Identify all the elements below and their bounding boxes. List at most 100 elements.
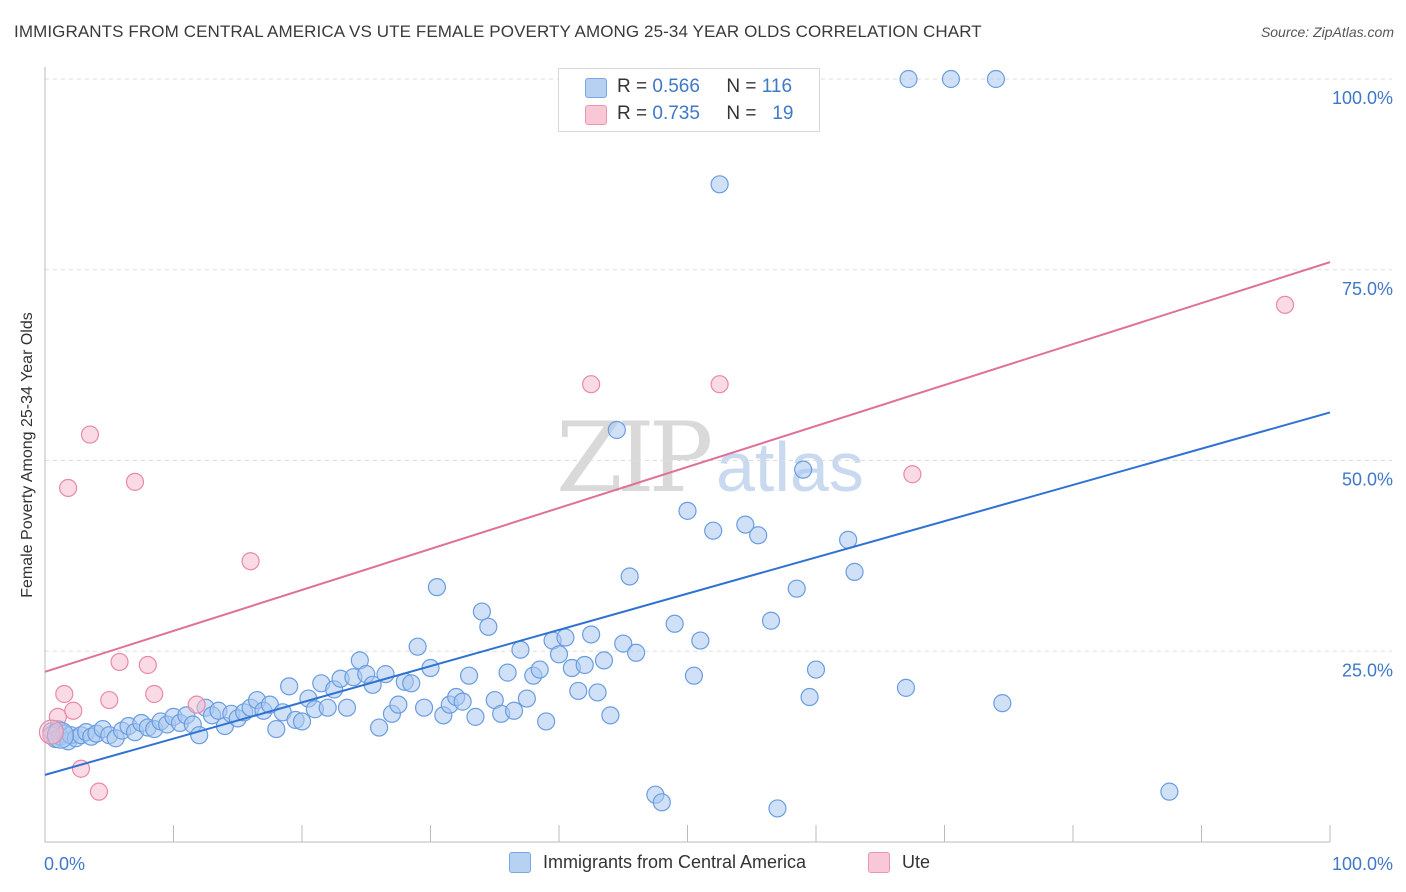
data-point-central-america (414, 698, 434, 717)
data-point-central-america (768, 799, 787, 818)
watermark-atlas: atlas (716, 428, 864, 506)
data-point-central-america (614, 634, 633, 653)
data-point-central-america (806, 660, 826, 679)
data-point-central-america (479, 617, 498, 636)
data-point-central-america (588, 683, 607, 702)
data-point-central-america (389, 695, 408, 714)
data-point-ute (145, 684, 164, 704)
data-point-central-america (594, 651, 614, 670)
data-point-central-america (896, 678, 916, 697)
legend-row-ute: R = 0.735 N = 19 (585, 102, 793, 126)
y-tick-label: 75.0% (1342, 279, 1393, 299)
data-point-central-america (993, 694, 1012, 713)
series-swatch-pink (868, 852, 890, 873)
data-point-central-america (678, 501, 697, 520)
data-point-central-america (736, 515, 755, 534)
data-point-central-america (665, 614, 684, 633)
data-point-central-america (986, 69, 1006, 89)
y-tick-label: 25.0% (1342, 660, 1393, 680)
legend-n-label: N = (726, 76, 757, 97)
data-point-central-america (652, 793, 671, 812)
data-point-central-america (280, 677, 299, 696)
legend-row-central-america: R = 0.566 N = 116 (585, 75, 792, 99)
series-legend-label: Immigrants from Central America (543, 852, 807, 872)
data-point-ute (55, 684, 74, 704)
data-point-central-america (318, 698, 337, 717)
data-point-central-america (337, 698, 357, 717)
series-legend-label: Ute (902, 852, 931, 872)
data-point-central-america (511, 640, 530, 659)
data-point-central-america (459, 666, 479, 685)
data-point-ute (80, 425, 100, 444)
data-point-central-america (292, 712, 312, 731)
data-point-ute (64, 701, 83, 720)
data-point-central-america (601, 706, 620, 725)
data-point-ute (710, 375, 729, 394)
data-point-central-america (575, 655, 594, 675)
data-point-central-america (899, 69, 918, 89)
data-point-ute (1275, 295, 1295, 314)
data-point-central-america (1160, 782, 1179, 801)
data-point-ute (100, 690, 119, 710)
data-point-ute (59, 478, 78, 498)
legend-r-label: R = (617, 76, 648, 97)
x-tick-label: 100.0% (1332, 854, 1393, 874)
data-point-central-america (402, 674, 421, 693)
data-point-central-america (537, 712, 556, 731)
data-point-ute (125, 472, 145, 491)
data-point-ute (138, 655, 157, 675)
data-point-central-america (941, 69, 961, 89)
data-point-central-america (427, 578, 447, 597)
legend-swatch-pink (585, 105, 607, 125)
data-point-central-america (517, 689, 536, 708)
data-point-central-america (704, 521, 723, 540)
data-point-central-america (504, 701, 524, 720)
data-point-central-america (370, 718, 389, 737)
data-point-central-america (267, 719, 286, 739)
data-point-central-america (607, 420, 626, 440)
data-point-central-america (549, 645, 569, 664)
source-label: Source: ZipAtlas.com (1260, 24, 1394, 40)
data-point-ute (110, 652, 129, 672)
data-point-central-america (710, 175, 729, 194)
data-point-cluster-central-america (46, 721, 75, 749)
data-point-central-america (620, 567, 639, 586)
data-point-central-america (761, 611, 781, 630)
data-point-ute (89, 782, 109, 801)
chart-title: IMMIGRANTS FROM CENTRAL AMERICA VS UTE F… (14, 22, 982, 41)
series-legend-item-ute: Ute (868, 852, 930, 873)
trend-line-ute (44, 261, 1331, 673)
series-swatch-blue (509, 852, 531, 873)
trend-line-central-america (44, 411, 1331, 776)
legend-n-value: 116 (761, 76, 793, 97)
series-legend: Immigrants from Central America Ute (0, 852, 1406, 878)
data-point-ute (187, 695, 206, 714)
legend-n-label: N = (726, 103, 757, 124)
y-tick-label: 100.0% (1332, 88, 1393, 108)
data-point-central-america (691, 631, 710, 650)
data-point-central-america (626, 643, 646, 662)
legend-r-value: 0.566 (652, 76, 700, 97)
y-tick-label: 50.0% (1342, 470, 1393, 490)
data-point-ute (241, 552, 260, 571)
data-point-central-america (453, 692, 472, 711)
data-point-central-america (408, 637, 427, 656)
data-point-central-america (582, 625, 601, 644)
data-point-cluster-ute (38, 719, 65, 745)
data-point-central-america (794, 460, 813, 479)
data-point-central-america (472, 602, 491, 621)
series-legend-item-central-america: Immigrants from Central America (509, 852, 806, 873)
data-point-central-america (749, 526, 768, 545)
stats-legend: R = 0.566 N = 116 R = 0.735 N = 19 (558, 68, 820, 132)
x-tick-label: 0.0% (44, 854, 85, 874)
legend-r-label: R = (617, 103, 648, 124)
legend-n-value: 19 (772, 103, 794, 124)
data-point-ute (582, 375, 601, 394)
legend-swatch-blue (585, 78, 607, 98)
data-point-central-america (498, 663, 517, 682)
data-point-central-america (466, 707, 485, 726)
data-point-central-america (556, 628, 575, 647)
data-point-central-america (569, 681, 588, 701)
data-point-central-america (530, 660, 549, 679)
